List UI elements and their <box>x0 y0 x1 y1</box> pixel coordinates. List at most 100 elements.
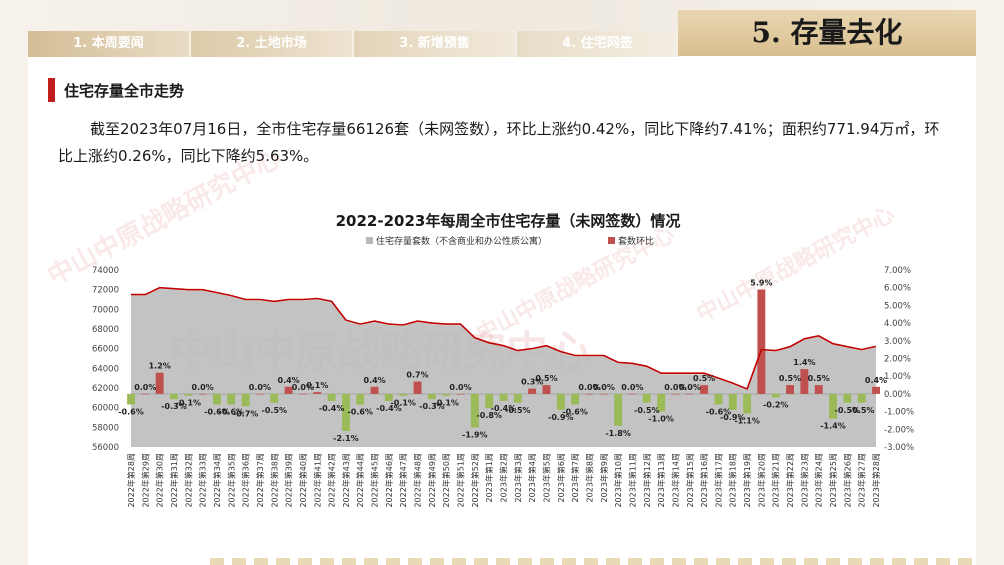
y-right-tick-label: 0.00% <box>884 390 911 400</box>
change-bar <box>427 393 436 400</box>
bar-data-label: -0.5% <box>505 406 531 415</box>
bar-data-label: 0.5% <box>808 374 830 383</box>
y-left-tick-label: 64000 <box>92 364 119 374</box>
change-bar <box>198 393 207 395</box>
change-bar <box>857 393 866 403</box>
x-tick-label: 2022年第40周 <box>298 453 308 508</box>
x-tick-label: 2023年第24周 <box>814 453 824 508</box>
bar-data-label: -0.8% <box>476 411 502 420</box>
x-tick-label: 2023年第28周 <box>871 453 881 508</box>
bar-data-label: -0.7% <box>233 409 259 418</box>
bar-data-label: 0.0% <box>249 383 271 392</box>
inventory-area-series <box>131 288 876 447</box>
y-left-tick-label: 58000 <box>92 423 119 433</box>
x-tick-label: 2022年第50周 <box>441 453 451 508</box>
x-tick-label: 2023年第23周 <box>799 453 809 508</box>
y-right-tick-label: 2.00% <box>884 355 911 365</box>
inventory-chart: 2022-2023年每周全市住宅存量（未网签数）情况 住宅存量套数（不含商业和办… <box>92 212 914 508</box>
tab-new-presale[interactable]: 3. 新增预售 <box>354 31 517 57</box>
chart-title: 2022-2023年每周全市住宅存量（未网签数）情况 <box>336 212 681 230</box>
bar-data-label: -0.6% <box>562 408 588 417</box>
y-left-tick-label: 68000 <box>92 325 119 335</box>
bar-data-label: -1.4% <box>820 422 846 431</box>
bar-data-label: -0.3% <box>419 402 445 411</box>
x-tick-label: 2022年第48周 <box>413 453 423 508</box>
change-bar <box>313 392 322 394</box>
change-bar <box>442 393 451 396</box>
x-tick-label: 2022年第42周 <box>327 453 337 508</box>
x-tick-label: 2022年第39周 <box>284 453 294 508</box>
change-bar <box>657 393 666 412</box>
x-tick-label: 2022年第47周 <box>398 453 408 508</box>
change-bar <box>829 393 837 419</box>
x-tick-label: 2023年第8周 <box>585 453 595 502</box>
change-bar <box>342 393 350 432</box>
change-bar <box>270 393 279 403</box>
change-bar <box>413 381 422 394</box>
bar-data-label: 0.1% <box>306 381 328 390</box>
section-tabs: 1. 本周要闻 2. 土地市场 3. 新增预售 4. 住宅网签 <box>28 31 680 57</box>
bar-data-label: -0.1% <box>390 399 416 408</box>
x-tick-label: 2023年第20周 <box>756 453 766 508</box>
x-tick-label: 2023年第2周 <box>499 453 509 502</box>
bar-data-label: -2.1% <box>333 434 359 443</box>
bar-data-label: 0.4% <box>364 376 386 385</box>
bar-data-label: -0.4% <box>319 404 345 413</box>
change-bar <box>685 393 694 395</box>
bar-data-label: -0.9% <box>548 413 574 422</box>
bar-data-label: -0.5% <box>835 406 861 415</box>
change-bar <box>786 385 794 394</box>
change-bar <box>213 393 221 405</box>
change-bar <box>399 393 408 396</box>
bar-data-label: -0.1% <box>433 399 459 408</box>
bar-data-label: -0.9% <box>720 413 746 422</box>
bar-data-label: -0.5% <box>634 406 660 415</box>
bar-data-label: -1.9% <box>462 431 488 440</box>
bar-data-label: 0.0% <box>578 383 600 392</box>
legend-swatch-area <box>366 237 373 244</box>
bar-data-label: 0.7% <box>406 371 428 380</box>
tab-news[interactable]: 1. 本周要闻 <box>28 31 191 57</box>
change-bar <box>184 393 193 396</box>
change-bar <box>299 393 307 395</box>
y-right-tick-label: 5.00% <box>884 301 911 311</box>
x-tick-label: 2022年第49周 <box>427 453 437 508</box>
x-tick-label: 2023年第25周 <box>828 453 838 508</box>
x-tick-label: 2023年第19周 <box>742 453 752 508</box>
y-right-tick-label: -2.00% <box>884 425 914 435</box>
x-tick-label: 2022年第31周 <box>169 453 179 508</box>
change-bar <box>571 393 580 405</box>
tab-residential-signing[interactable]: 4. 住宅网签 <box>517 31 680 57</box>
x-tick-label: 2023年第1周 <box>484 453 494 502</box>
x-tick-label: 2023年第16周 <box>699 453 709 508</box>
bar-data-label: 5.9% <box>750 279 772 288</box>
y-right-tick-label: 7.00% <box>884 266 911 276</box>
bar-data-label: -0.6% <box>219 408 245 417</box>
change-bar <box>141 393 150 395</box>
x-tick-label: 2022年第43周 <box>341 453 351 508</box>
change-bar <box>356 393 365 405</box>
x-tick-label: 2023年第18周 <box>728 453 738 508</box>
change-bar <box>470 393 479 428</box>
change-bar <box>170 393 178 400</box>
x-tick-label: 2023年第7周 <box>570 453 580 502</box>
change-bar <box>327 393 336 401</box>
chart-legend: 住宅存量套数（不含商业和办公性质公寓） 套数环比 <box>366 235 654 247</box>
x-tick-label: 2023年第3周 <box>513 453 523 502</box>
x-tick-label: 2022年第46周 <box>384 453 394 508</box>
change-bar <box>485 393 494 409</box>
change-bar <box>256 393 264 395</box>
x-tick-label: 2022年第32周 <box>183 453 193 508</box>
x-tick-label: 2023年第22周 <box>785 453 795 508</box>
bar-data-label: 0.0% <box>621 383 643 392</box>
change-bar <box>499 393 508 401</box>
bar-data-label: 0.4% <box>278 376 300 385</box>
tab-inventory-active[interactable]: 5. 存量去化 <box>678 10 976 56</box>
x-tick-label: 2023年第15周 <box>685 453 695 508</box>
x-tick-label: 2023年第14周 <box>670 453 680 508</box>
legend-label-bar: 套数环比 <box>618 235 654 247</box>
tab-land-market[interactable]: 2. 土地市场 <box>191 31 354 57</box>
change-bar <box>227 393 236 405</box>
change-bar <box>743 393 751 414</box>
y-right-tick-label: 6.00% <box>884 284 911 294</box>
